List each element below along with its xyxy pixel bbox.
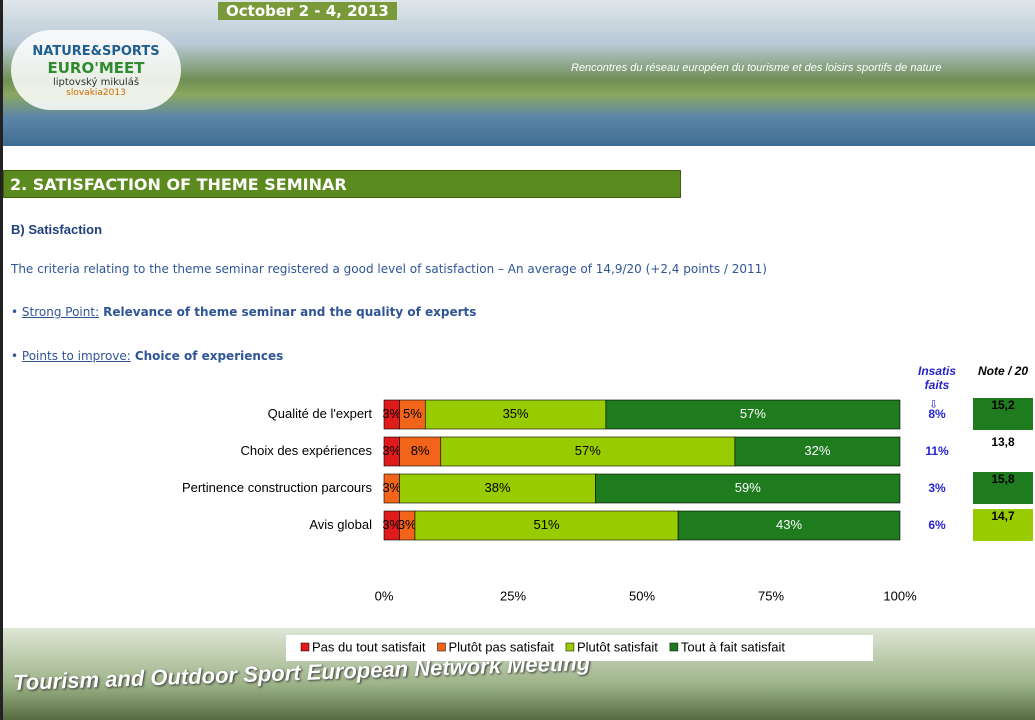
insatis-value: 11% <box>907 444 967 458</box>
note-value: 13,8 <box>973 435 1033 467</box>
bullet: • Strong Point:Relevance of theme semina… <box>11 305 476 319</box>
logo-text: EURO'MEET <box>11 59 181 77</box>
data-label: 3% <box>382 406 401 421</box>
legend-swatch <box>437 643 445 651</box>
bullet: • Points to improve:Choice of experience… <box>11 349 283 363</box>
x-tick-label: 0% <box>375 588 394 603</box>
data-label: 3% <box>382 480 401 495</box>
x-tick-label: 25% <box>500 588 526 603</box>
data-label: 35% <box>503 406 529 421</box>
intro: The criteria relating to the theme semin… <box>11 262 767 276</box>
legend-label: Plutôt satisfait <box>577 639 658 654</box>
bullet-label: Strong Point: <box>22 305 99 319</box>
legend-swatch <box>566 643 574 651</box>
data-label: 57% <box>575 443 601 458</box>
y-tick-label: Qualité de l'expert <box>268 406 373 421</box>
tagline: Rencontres du réseau européen du tourism… <box>571 62 942 74</box>
data-label: 59% <box>735 480 761 495</box>
legend-swatch <box>301 643 309 651</box>
logo-text: NATURE&SPORTS <box>11 44 181 59</box>
bullet-text: Relevance of theme seminar and the quali… <box>103 305 476 319</box>
insatis-value: 8% <box>907 407 967 421</box>
section-title: 2. SATISFACTION OF THEME SEMINAR <box>3 170 681 198</box>
logo-text: liptovský mikuláš <box>11 77 181 88</box>
y-tick-label: Choix des expériences <box>240 443 372 458</box>
data-label: 38% <box>485 480 511 495</box>
note-value: 15,8 <box>973 472 1033 504</box>
note-value: 15,2 <box>973 398 1033 430</box>
data-label: 8% <box>411 443 430 458</box>
legend-swatch <box>670 643 678 651</box>
table-header: Note / 20 <box>973 364 1033 378</box>
data-label: 3% <box>398 517 417 532</box>
logo-text: slovakia2013 <box>11 88 181 98</box>
x-tick-label: 100% <box>883 588 917 603</box>
bullet-text: Choice of experiences <box>135 349 284 363</box>
legend-label: Pas du tout satisfait <box>312 639 426 654</box>
y-tick-label: Pertinence construction parcours <box>182 480 373 495</box>
data-label: 32% <box>804 443 830 458</box>
x-tick-label: 50% <box>629 588 655 603</box>
data-label: 3% <box>382 443 401 458</box>
subtitle: B) Satisfaction <box>11 222 102 237</box>
data-label: 57% <box>740 406 766 421</box>
data-label: 43% <box>776 517 802 532</box>
x-tick-label: 75% <box>758 588 784 603</box>
slide: October 2 - 4, 2013 NATURE&SPORTS EURO'M… <box>0 0 1035 720</box>
dates: October 2 - 4, 2013 <box>218 2 397 20</box>
bullet-label: Points to improve: <box>22 349 131 363</box>
legend-label: Plutôt pas satisfait <box>448 639 554 654</box>
insatis-value: 6% <box>907 518 967 532</box>
logo: NATURE&SPORTS EURO'MEET liptovský mikulá… <box>11 30 181 110</box>
note-value: 14,7 <box>973 509 1033 541</box>
y-tick-label: Avis global <box>309 517 372 532</box>
data-label: 5% <box>403 406 422 421</box>
insatis-value: 3% <box>907 481 967 495</box>
legend-label: Tout à fait satisfait <box>681 639 785 654</box>
data-label: 51% <box>534 517 560 532</box>
